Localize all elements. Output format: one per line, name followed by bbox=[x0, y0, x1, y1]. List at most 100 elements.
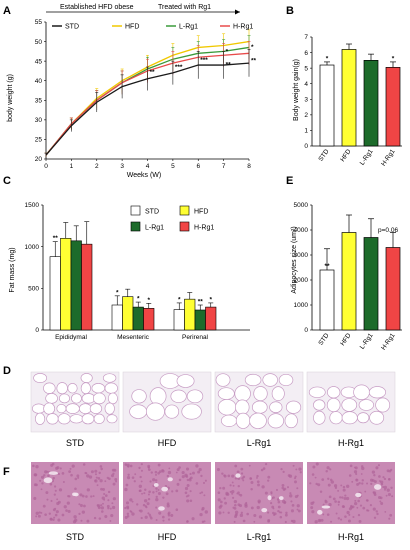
significance-marker: ** bbox=[251, 57, 257, 64]
panel-letter-c: C bbox=[3, 175, 11, 187]
bar-std bbox=[111, 304, 123, 331]
y-axis-label: Adipocytes size (um²) bbox=[291, 226, 298, 293]
significance-marker: * bbox=[116, 289, 119, 296]
x-tick-label: 0 bbox=[44, 163, 48, 170]
adipocyte-cells bbox=[215, 373, 302, 429]
x-tick-label: 6 bbox=[196, 163, 200, 170]
x-tick-label: H-Rg1 bbox=[380, 332, 397, 352]
significance-marker: * bbox=[251, 44, 254, 51]
chart-body-weight: Established HFD obese Treated with Rg1 W… bbox=[7, 4, 257, 179]
bar-h-rg1 bbox=[143, 308, 155, 331]
bar-hfd bbox=[60, 238, 72, 331]
bar-std bbox=[319, 269, 335, 331]
adipose-histology-row: STD HFD L-Rg1 H-Rg1 bbox=[30, 371, 396, 448]
x-tick-label: Perirenal bbox=[182, 334, 209, 341]
y-axis-label: body weight (g) bbox=[7, 74, 14, 122]
y-tick-label: 4000 bbox=[294, 227, 309, 234]
x-tick-label: L-Rg1 bbox=[359, 332, 375, 351]
significance-marker: * bbox=[147, 297, 150, 304]
y-tick-label: 1000 bbox=[294, 302, 309, 309]
bar-hfd bbox=[122, 296, 134, 331]
x-tick-label: 7 bbox=[222, 163, 226, 170]
x-axis-label: Weeks (W) bbox=[127, 172, 161, 179]
histology-label: L-Rg1 bbox=[247, 532, 272, 542]
significance-marker: * bbox=[209, 296, 212, 303]
y-tick-label: 6 bbox=[304, 50, 308, 57]
legend-label: HFD bbox=[194, 209, 208, 216]
y-tick-label: 0 bbox=[304, 327, 308, 334]
significance-marker: ** bbox=[150, 69, 156, 76]
significance-marker: ** bbox=[226, 61, 232, 68]
y-tick-label: 25 bbox=[35, 137, 43, 144]
series-line-std bbox=[45, 62, 250, 156]
significance-marker: * bbox=[137, 296, 140, 303]
legend-label: H-Rg1 bbox=[194, 225, 214, 232]
panel-letter-e: E bbox=[286, 175, 293, 187]
adipocyte-cells bbox=[308, 384, 391, 425]
y-tick-label: 55 bbox=[35, 19, 43, 26]
y-tick-label: 1000 bbox=[25, 244, 40, 251]
chart-weight-gain: Body weight gain(g) 0 1 2 3 4 5 6 7 * STD HFD L-Rg1… bbox=[293, 34, 402, 168]
y-tick-label: 3 bbox=[304, 96, 308, 103]
y-tick-label: 0 bbox=[304, 143, 308, 150]
y-tick-label: 500 bbox=[28, 286, 39, 293]
y-tick-label: 30 bbox=[35, 117, 43, 124]
bar-h-rg1 bbox=[205, 306, 217, 331]
legend-swatch bbox=[130, 205, 141, 216]
x-tick-label: 8 bbox=[247, 163, 251, 170]
y-axis-label: Body weight gain(g) bbox=[293, 59, 300, 121]
x-tick-label: Mesenteric bbox=[117, 334, 150, 341]
bar-l-rg1 bbox=[363, 60, 379, 147]
x-tick-label: 2 bbox=[95, 163, 99, 170]
y-axis-label: Fat mass (mg) bbox=[9, 247, 16, 292]
histology-label: H-Rg1 bbox=[338, 532, 364, 542]
bar-hfd bbox=[341, 232, 357, 331]
significance-marker: *** bbox=[175, 64, 183, 71]
histology-label: H-Rg1 bbox=[338, 438, 364, 448]
bar-hfd bbox=[341, 49, 357, 147]
bar-l-rg1 bbox=[363, 237, 379, 331]
legend-label: HFD bbox=[125, 24, 139, 31]
significance-marker: * bbox=[226, 49, 229, 56]
chart-fat-mass: Fat mass (mg) 050010001500**Epididymal**… bbox=[9, 202, 250, 341]
significance-marker: * bbox=[392, 55, 395, 62]
significance-marker: ** bbox=[198, 299, 204, 306]
x-tick-label: L-Rg1 bbox=[359, 148, 375, 167]
hepatocyte-cells bbox=[216, 462, 302, 524]
y-tick-label: 2 bbox=[304, 112, 308, 119]
liver-section bbox=[307, 462, 395, 524]
bar-l-rg1 bbox=[194, 309, 206, 331]
hepatocyte-cells bbox=[32, 462, 118, 524]
y-tick-label: 0 bbox=[35, 327, 39, 334]
panel-letter-f: F bbox=[3, 466, 10, 478]
y-tick-label: 5000 bbox=[294, 202, 309, 209]
significance-marker: ** bbox=[53, 235, 59, 242]
histology-label: STD bbox=[66, 438, 85, 448]
significance-marker: * bbox=[178, 296, 181, 303]
y-tick-label: 20 bbox=[35, 156, 43, 163]
x-tick-label: STD bbox=[317, 332, 330, 347]
legend-label: STD bbox=[65, 24, 79, 31]
bar-h-rg1 bbox=[385, 247, 401, 331]
y-tick-label: 5 bbox=[304, 65, 308, 72]
x-tick-label: 5 bbox=[171, 163, 175, 170]
hepatocyte-cells bbox=[124, 463, 208, 524]
legend-label: L-Rg1 bbox=[179, 24, 198, 31]
bar-l-rg1 bbox=[70, 240, 82, 331]
arrow-head-icon bbox=[235, 9, 240, 15]
liver-section bbox=[215, 462, 303, 524]
y-tick-label: 1 bbox=[304, 128, 308, 135]
histology-label: HFD bbox=[158, 438, 177, 448]
x-tick-label: 4 bbox=[146, 163, 150, 170]
y-tick-label: 45 bbox=[35, 58, 43, 65]
x-tick-label: HFD bbox=[339, 332, 353, 347]
significance-marker: ** bbox=[324, 263, 330, 270]
y-tick-label: 50 bbox=[35, 39, 43, 46]
chart-adipocyte-size: Adipocytes size (um²) p=0.06 0 1000 2000 30… bbox=[291, 202, 402, 352]
x-tick-label: Epididymal bbox=[55, 334, 87, 341]
bar-hfd bbox=[184, 298, 196, 331]
x-tick-label: HFD bbox=[339, 148, 353, 163]
y-tick-label: 35 bbox=[35, 97, 43, 104]
bar-h-rg1 bbox=[81, 243, 93, 331]
panel-letter-a: A bbox=[3, 5, 11, 17]
